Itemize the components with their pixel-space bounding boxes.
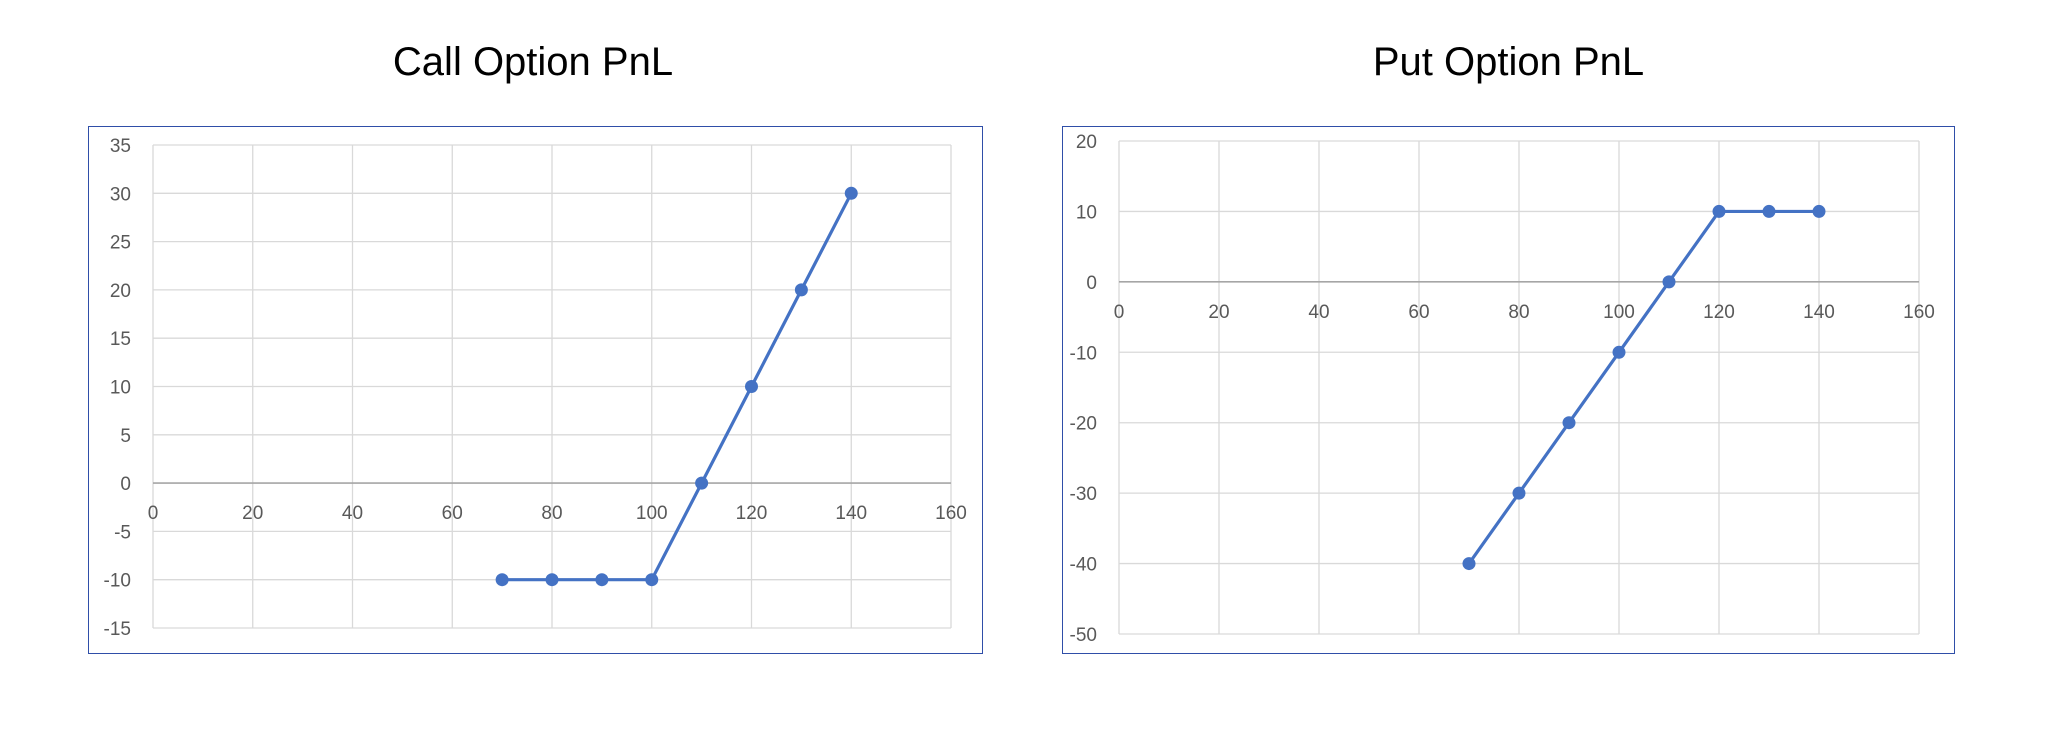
call-data-point [844,186,858,200]
put-x-tick-label: 120 [1703,302,1735,323]
put-y-tick-label: 20 [1076,132,1097,153]
put-data-point [1662,275,1676,289]
put-data-point [1812,204,1826,218]
put-y-tick-label: -50 [1070,625,1097,646]
put-x-tick-label: 20 [1208,302,1229,323]
call-x-tick-label: 60 [442,503,463,524]
put-y-tick-label: -20 [1070,414,1097,435]
call-y-tick-label: 30 [110,184,131,205]
put-y-tick-label: -30 [1070,484,1097,505]
put-y-tick-label: -40 [1070,555,1097,576]
call-chart-title: Call Option PnL [392,40,674,84]
call-x-tick-label: 140 [835,503,867,524]
put-y-tick-label: 0 [1086,273,1097,294]
call-x-tick-label: 80 [541,503,562,524]
put-series-line [1467,209,1819,565]
put-x-tick-label: 100 [1603,302,1635,323]
call-y-tick-label: -5 [114,522,131,543]
call-y-tick-label: -15 [104,619,131,640]
call-data-point [695,476,709,490]
put-y-tick-label: -10 [1070,343,1097,364]
call-y-tick-label: 20 [110,281,131,302]
call-y-tick-label: -10 [104,571,131,592]
call-y-tick-label: 15 [110,329,131,350]
call-data-point [495,573,509,587]
call-x-tick-label: 0 [148,503,159,524]
put-data-point [1612,345,1626,359]
call-y-tick-label: 35 [110,136,131,157]
call-x-tick-label: 40 [342,503,363,524]
put-data-point [1512,486,1526,500]
put-y-tick-label: 10 [1076,202,1097,223]
call-data-point [545,573,559,587]
put-x-tick-label: 0 [1114,302,1125,323]
put-x-tick-label: 140 [1803,302,1835,323]
put-data-point [1762,204,1776,218]
put-data-point [1712,204,1726,218]
call-y-tick-label: 25 [110,233,131,254]
call-data-point [794,283,808,297]
put-x-tick-label: 40 [1308,302,1329,323]
put-chart-area: 20 10 0 -10 -20 -30 -40 -50 0 20 40 60 80 100 120 140 16… [1062,126,1955,654]
call-y-tick-label: 10 [110,378,131,399]
call-x-tick-label: 100 [636,503,668,524]
put-data-point [1562,416,1576,430]
call-y-tick-label: 5 [120,426,131,447]
call-chart-area: 35 30 25 20 15 10 5 0 -5 -10 -15 0 20 40 60 80 100 120 140… [88,126,983,654]
call-data-point [645,573,659,587]
call-series-line [502,192,853,582]
call-y-tick-label: 0 [120,474,131,495]
call-data-point [745,380,758,393]
call-data-point [595,573,609,587]
put-x-tick-label: 80 [1508,302,1529,323]
call-x-tick-label: 20 [242,503,263,524]
call-chart-svg: 35 30 25 20 15 10 5 0 -5 -10 -15 0 20 40 60 80 100 120 140… [104,136,967,640]
put-x-tick-label: 60 [1408,302,1429,323]
put-chart-title: Put Option PnL [1372,40,1645,84]
call-x-tick-label: 120 [736,503,768,524]
put-x-tick-label: 160 [1903,302,1935,323]
call-x-tick-label: 160 [935,503,967,524]
put-data-point [1462,557,1476,571]
